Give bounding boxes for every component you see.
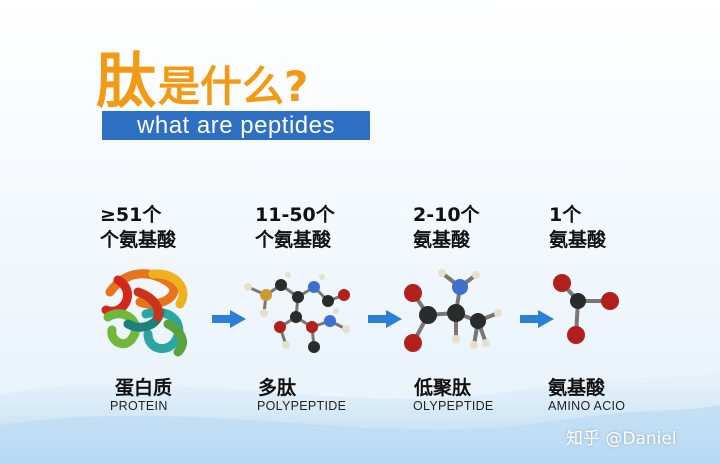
label-polypeptide-en: POLYPEPTIDE	[257, 399, 347, 413]
count-amino-acid: 1个 氨基酸	[549, 204, 607, 251]
oligopeptide-molecule-icon	[404, 269, 502, 352]
count-polypeptide: 11-50个 个氨基酸	[255, 204, 335, 251]
watermark: 知乎 @Daniel	[566, 429, 677, 449]
polypeptide-molecule-icon	[244, 272, 350, 353]
label-polypeptide-cn: 多肽	[258, 377, 297, 399]
label-amino-acid-en: AMINO ACIO	[548, 399, 626, 413]
arrow-right-icon	[368, 310, 402, 328]
page-title: 肽 是什么?	[96, 42, 308, 112]
protein-structure-icon	[101, 269, 188, 357]
count-protein: ≥51个 个氨基酸	[100, 204, 177, 251]
label-oligopeptide-cn: 低聚肽	[414, 377, 472, 399]
subtitle-banner: what are peptides	[102, 111, 370, 140]
count-oligopeptide: 2-10个 氨基酸	[413, 204, 480, 251]
label-amino-acid-cn: 氨基酸	[548, 377, 606, 399]
amino-acid-molecule-icon	[553, 274, 619, 344]
arrow-right-icon	[520, 310, 554, 328]
label-protein-cn: 蛋白质	[115, 377, 173, 399]
title-rest: 是什么?	[158, 62, 309, 111]
arrow-right-icon	[212, 310, 246, 328]
label-oligopeptide-en: OLYPEPTIDE	[413, 399, 494, 413]
title-main: 肽	[96, 47, 156, 117]
label-protein-en: PROTEIN	[110, 399, 168, 413]
